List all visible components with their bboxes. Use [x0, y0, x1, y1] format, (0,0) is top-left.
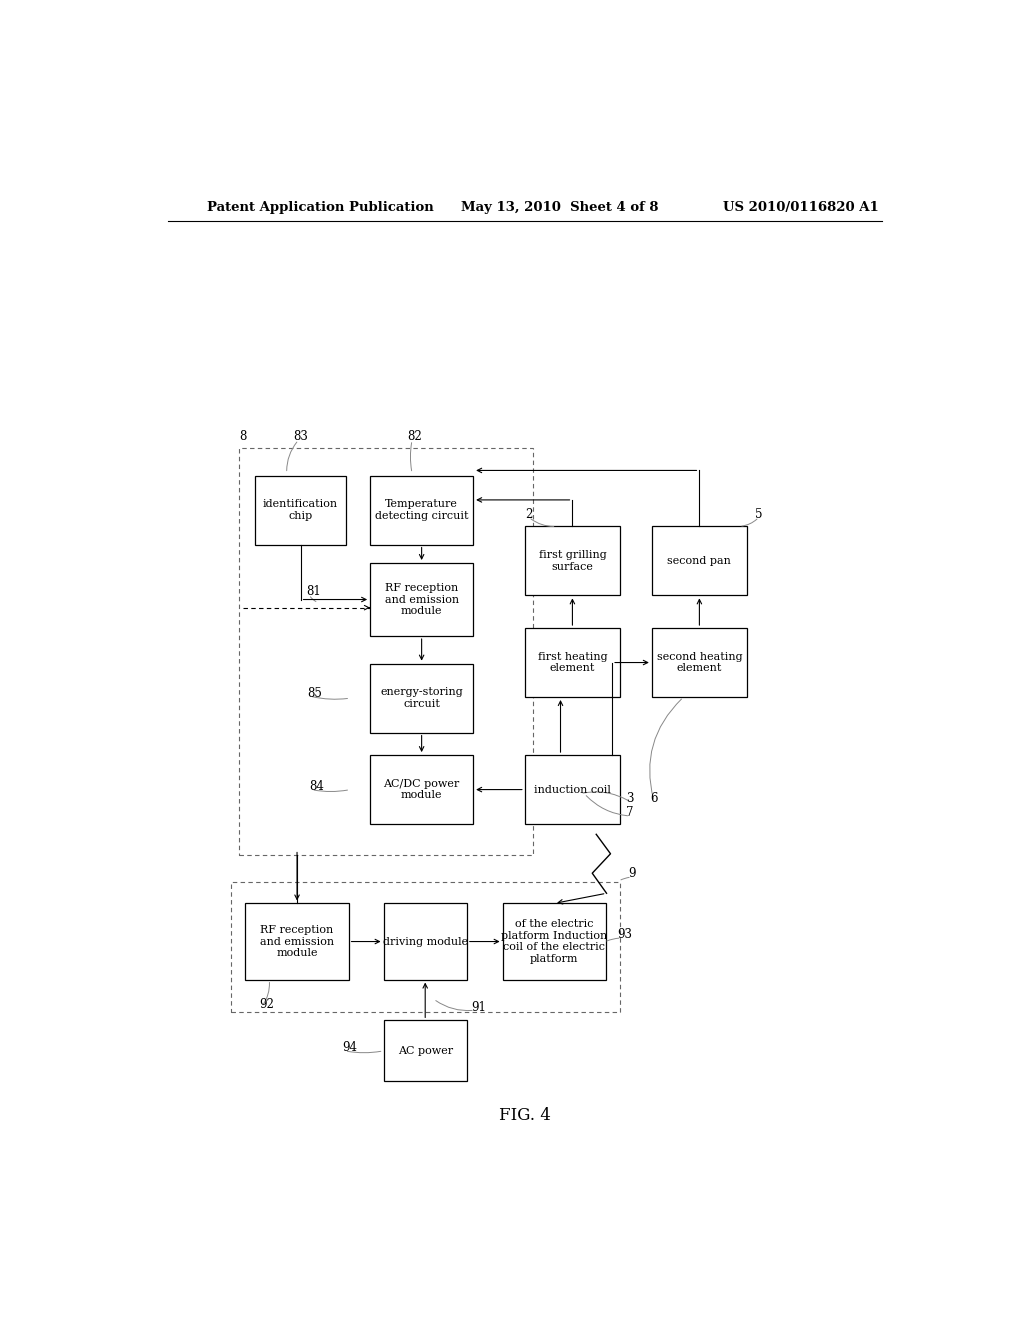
Text: 7: 7 [627, 807, 634, 820]
Text: AC power: AC power [397, 1045, 453, 1056]
Bar [384, 1020, 467, 1081]
Text: 94: 94 [342, 1041, 357, 1055]
Text: RF reception
and emission
module: RF reception and emission module [260, 925, 334, 958]
Text: FIG. 4: FIG. 4 [499, 1107, 551, 1125]
Text: AC/DC power
module: AC/DC power module [384, 779, 460, 800]
Text: identification
chip: identification chip [263, 499, 338, 521]
Text: 8: 8 [240, 430, 247, 444]
Text: energy-storing
circuit: energy-storing circuit [380, 688, 463, 709]
Text: second pan: second pan [668, 556, 731, 566]
Text: first grilling
surface: first grilling surface [539, 550, 606, 572]
Text: first heating
element: first heating element [538, 652, 607, 673]
Text: US 2010/0116820 A1: US 2010/0116820 A1 [723, 201, 879, 214]
Bar [255, 475, 346, 545]
Text: RF reception
and emission
module: RF reception and emission module [385, 583, 459, 616]
Bar [370, 562, 473, 636]
Bar [370, 664, 473, 733]
Text: Patent Application Publication: Patent Application Publication [207, 201, 434, 214]
Bar [370, 755, 473, 824]
Bar [384, 903, 467, 979]
Text: second heating
element: second heating element [656, 652, 742, 673]
Text: 92: 92 [259, 998, 273, 1011]
Text: driving module: driving module [383, 936, 468, 946]
Text: 3: 3 [627, 792, 634, 805]
Text: 6: 6 [650, 792, 657, 805]
Text: 93: 93 [617, 928, 633, 941]
Text: 81: 81 [306, 585, 322, 598]
Text: 91: 91 [471, 1001, 485, 1014]
Bar [246, 903, 348, 979]
Bar [524, 628, 620, 697]
Text: 84: 84 [309, 780, 324, 793]
Bar [652, 527, 748, 595]
Bar [524, 527, 620, 595]
Text: 5: 5 [755, 508, 763, 520]
Text: Temperature
detecting circuit: Temperature detecting circuit [375, 499, 468, 521]
Text: 9: 9 [628, 867, 636, 880]
Bar [231, 882, 620, 1012]
Bar [524, 755, 620, 824]
Text: of the electric
platform Induction
coil of the electric
platform: of the electric platform Induction coil … [501, 919, 607, 964]
Bar [503, 903, 606, 979]
Bar [240, 447, 532, 854]
Text: 83: 83 [293, 430, 308, 444]
Text: May 13, 2010  Sheet 4 of 8: May 13, 2010 Sheet 4 of 8 [461, 201, 658, 214]
Text: 85: 85 [307, 686, 323, 700]
Bar [652, 628, 748, 697]
Text: induction coil: induction coil [534, 784, 611, 795]
Text: 2: 2 [524, 508, 532, 520]
Text: 82: 82 [408, 430, 422, 444]
Bar [370, 475, 473, 545]
